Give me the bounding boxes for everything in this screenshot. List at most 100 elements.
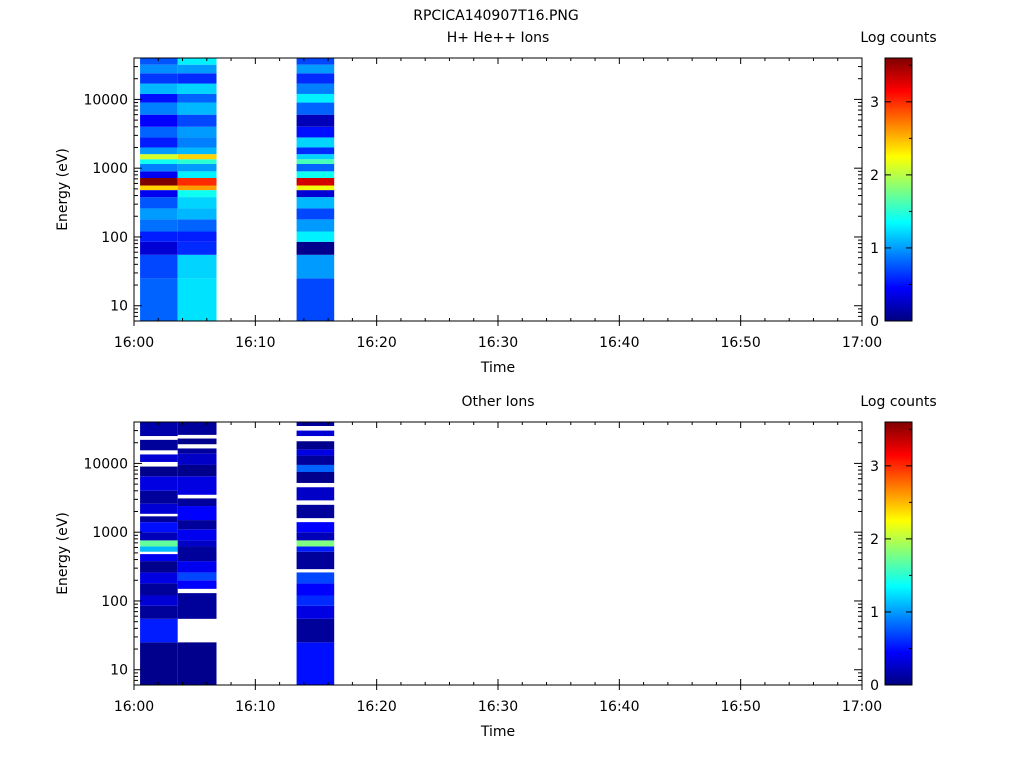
- heatmap-cell: [140, 466, 178, 477]
- y-axis-label: Energy (eV): [55, 148, 71, 231]
- heatmap-cell: [140, 93, 178, 103]
- colorbar-gradient: [884, 57, 913, 322]
- heatmap-cell: [177, 219, 217, 232]
- x-tick-label: 17:00: [842, 335, 882, 351]
- x-tick-label: 16:00: [114, 335, 154, 351]
- heatmap-cell: [140, 197, 178, 209]
- panel-title: Other Ions: [461, 394, 534, 410]
- heatmap-cell: [296, 190, 335, 198]
- heatmap-cell: [296, 219, 335, 232]
- heatmap-cell: [296, 178, 335, 186]
- heatmap-cell: [177, 126, 217, 138]
- x-tick-label: 16:40: [599, 699, 639, 715]
- heatmap-cell: [296, 605, 335, 619]
- heatmap-cell: [140, 476, 178, 491]
- heatmap-cell: [177, 422, 217, 435]
- heatmap-cell: [140, 572, 178, 584]
- heatmap-cell: [177, 73, 217, 84]
- heatmap-cell: [140, 554, 178, 562]
- heatmap-cell: [140, 618, 178, 643]
- x-axis: 16:00 16:10 16:20 16:30 16:40 16:50 17:00: [114, 422, 882, 715]
- heatmap-cell: [296, 595, 335, 606]
- heatmap-cell: [296, 197, 335, 209]
- heatmap-cell: [296, 102, 335, 115]
- heatmap-cell: [140, 73, 178, 84]
- heatmap-cell: [177, 540, 217, 547]
- x-tick-label: 16:10: [235, 699, 275, 715]
- y-tick-label: 10: [110, 663, 128, 679]
- heatmap-cell: [177, 438, 217, 445]
- heatmap-cell: [177, 190, 217, 198]
- colorbar-label: Log counts: [860, 30, 936, 46]
- x-tick-label: 16:20: [356, 335, 396, 351]
- heatmap-cell: [140, 540, 178, 547]
- heatmap-cell: [140, 231, 178, 242]
- x-tick-label: 17:00: [842, 699, 882, 715]
- heatmap-cell: [296, 208, 335, 220]
- colorbar-tick-label: 2: [870, 168, 879, 184]
- y-tick-label: 10000: [83, 92, 128, 108]
- colorbar-tick-label: 0: [870, 314, 879, 330]
- heatmap-cell: [177, 171, 217, 178]
- heatmap-cell: [296, 114, 335, 127]
- y-tick-label: 100: [101, 230, 128, 246]
- colorbar-tick-label: 2: [870, 532, 879, 548]
- heatmap-cell: [177, 448, 217, 454]
- heatmap-cell: [140, 137, 178, 148]
- heatmap-cell: [140, 102, 178, 115]
- x-axis-label: Time: [480, 724, 515, 740]
- heatmap-cell: [177, 137, 217, 148]
- heatmap-cell: [177, 520, 217, 530]
- heatmap-cell: [296, 231, 335, 242]
- heatmap-cells: [140, 422, 335, 685]
- heatmap-cell: [296, 126, 335, 138]
- heatmap-cell: [296, 642, 335, 685]
- panel-title: H+ He++ Ions: [447, 30, 550, 46]
- heatmap-cell: [140, 126, 178, 138]
- heatmap-cell: [177, 278, 217, 321]
- colorbar-tick-label: 3: [870, 95, 879, 111]
- heatmap-cell: [140, 583, 178, 596]
- heatmap-cell: [140, 241, 178, 255]
- heatmap-cell: [177, 102, 217, 115]
- heatmap-cell: [296, 64, 335, 74]
- heatmap-cell: [177, 453, 217, 465]
- colorbar-tick-label: 1: [870, 605, 879, 621]
- heatmap-cell: [140, 171, 178, 178]
- heatmap-cell: [140, 503, 178, 514]
- heatmap-cell: [296, 159, 335, 165]
- heatmap-cell: [177, 241, 217, 255]
- heatmap-cell: [177, 208, 217, 220]
- heatmap-cell: [140, 522, 178, 533]
- heatmap-cell: [296, 583, 335, 596]
- heatmap-cell: [177, 498, 217, 507]
- heatmap-cell: [140, 532, 178, 541]
- heatmap-cell: [177, 154, 217, 160]
- heatmap-cell: [140, 83, 178, 94]
- heatmap-cell: [140, 546, 178, 552]
- colorbar-gradient: [884, 421, 913, 686]
- heatmap-cell: [296, 449, 335, 456]
- heatmap-cell: [177, 64, 217, 74]
- y-tick-label: 10: [110, 299, 128, 315]
- heatmap-cell: [296, 455, 335, 465]
- heatmap-cell: [296, 154, 335, 160]
- heatmap-cell: [296, 504, 335, 519]
- heatmap-cell: [296, 472, 335, 483]
- heatmap-cell: [296, 551, 335, 570]
- heatmap-cell: [296, 241, 335, 255]
- heatmap-cell: [140, 190, 178, 198]
- y-tick-label: 100: [101, 594, 128, 610]
- heatmap-cell: [296, 546, 335, 552]
- plot-frame: [133, 57, 863, 322]
- heatmap-cell: [296, 618, 335, 643]
- heatmap-cell: [177, 476, 217, 495]
- heatmap-cell: [140, 595, 178, 606]
- heatmap-cell: [140, 178, 178, 186]
- heatmap-cell: [296, 422, 335, 426]
- colorbar: 0 1 2 3 Log counts: [860, 394, 936, 694]
- heatmap-cell: [140, 159, 178, 165]
- heatmap-cell: [296, 58, 335, 65]
- heatmap-cell: [177, 593, 217, 619]
